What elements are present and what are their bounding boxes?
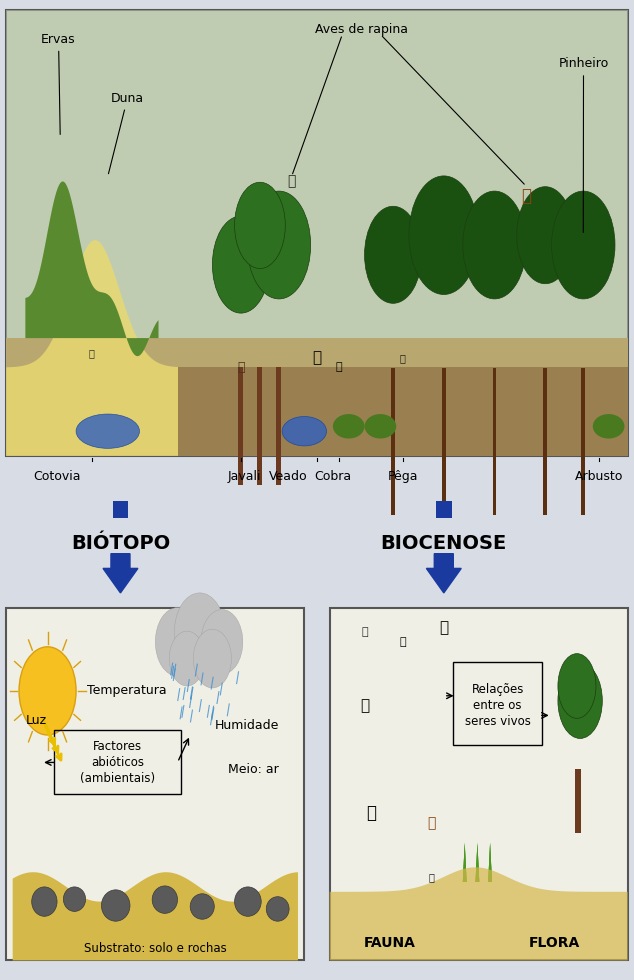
Ellipse shape <box>235 887 261 916</box>
Circle shape <box>174 593 225 671</box>
Ellipse shape <box>517 186 574 284</box>
Polygon shape <box>463 843 467 882</box>
Bar <box>436 502 451 518</box>
Text: Pêga: Pêga <box>387 470 418 483</box>
Ellipse shape <box>365 207 422 304</box>
Ellipse shape <box>409 176 479 294</box>
Ellipse shape <box>365 414 396 438</box>
Text: Luz: Luz <box>25 713 46 727</box>
FancyBboxPatch shape <box>6 10 628 456</box>
Text: 🦅: 🦅 <box>287 174 296 188</box>
Text: BIÓTOPO: BIÓTOPO <box>71 534 170 554</box>
Polygon shape <box>488 843 492 882</box>
Text: 🦅: 🦅 <box>427 816 436 830</box>
FancyBboxPatch shape <box>6 338 628 456</box>
Text: 🦅: 🦅 <box>439 619 448 635</box>
Bar <box>391 368 395 514</box>
FancyBboxPatch shape <box>330 608 628 960</box>
Bar <box>442 368 446 514</box>
Text: Duna: Duna <box>108 91 144 173</box>
Ellipse shape <box>63 887 86 911</box>
Text: 🐗: 🐗 <box>237 361 245 374</box>
Ellipse shape <box>212 217 269 314</box>
Ellipse shape <box>101 890 130 921</box>
Text: Javali: Javali <box>228 470 261 483</box>
Bar <box>581 368 585 514</box>
Text: 🐍: 🐍 <box>336 363 342 372</box>
Circle shape <box>155 608 200 676</box>
Polygon shape <box>476 843 479 882</box>
Polygon shape <box>476 843 479 882</box>
Text: 🐦: 🐦 <box>89 348 95 358</box>
Bar <box>238 368 243 485</box>
Bar <box>543 368 547 514</box>
Text: Arbusto: Arbusto <box>575 470 623 483</box>
Text: 🐦: 🐦 <box>428 872 434 882</box>
Polygon shape <box>463 843 467 882</box>
Text: 🦌: 🦌 <box>366 805 376 822</box>
Text: 🐍: 🐍 <box>399 637 406 647</box>
Text: FAUNA: FAUNA <box>364 936 416 950</box>
Ellipse shape <box>190 894 214 919</box>
Circle shape <box>19 647 76 735</box>
Text: 🦅: 🦅 <box>521 187 531 205</box>
Ellipse shape <box>235 182 285 269</box>
FancyArrow shape <box>103 554 138 593</box>
Text: 🐦: 🐦 <box>399 353 406 363</box>
Polygon shape <box>463 843 467 882</box>
Bar <box>113 502 128 518</box>
Text: Humidade: Humidade <box>214 718 279 732</box>
Ellipse shape <box>558 654 596 718</box>
Ellipse shape <box>32 887 57 916</box>
Ellipse shape <box>152 886 178 913</box>
Circle shape <box>169 631 205 686</box>
Text: BIOCENOSE: BIOCENOSE <box>380 534 507 554</box>
Text: Relações
entre os
seres vivos: Relações entre os seres vivos <box>465 683 531 728</box>
Text: Substrato: solo e rochas: Substrato: solo e rochas <box>84 942 227 956</box>
Circle shape <box>193 629 231 688</box>
Bar <box>576 769 581 833</box>
Ellipse shape <box>282 416 327 446</box>
FancyBboxPatch shape <box>6 608 304 960</box>
Ellipse shape <box>333 414 365 438</box>
Text: Veado: Veado <box>269 470 307 483</box>
FancyArrow shape <box>426 554 461 593</box>
Text: Factores
abióticos
(ambientais): Factores abióticos (ambientais) <box>80 740 155 785</box>
Text: 🦌: 🦌 <box>313 350 321 366</box>
Text: Meio: ar: Meio: ar <box>228 762 279 776</box>
Text: FLORA: FLORA <box>529 936 580 950</box>
Ellipse shape <box>593 414 624 438</box>
Bar <box>276 368 281 485</box>
Polygon shape <box>488 843 492 882</box>
Bar <box>493 368 496 514</box>
FancyBboxPatch shape <box>178 368 628 456</box>
Polygon shape <box>6 240 241 456</box>
Text: Pinheiro: Pinheiro <box>559 57 609 232</box>
Polygon shape <box>25 181 158 356</box>
Text: Temperatura: Temperatura <box>87 684 167 698</box>
Polygon shape <box>330 867 628 960</box>
Bar <box>257 368 262 485</box>
FancyBboxPatch shape <box>6 10 628 456</box>
Ellipse shape <box>463 191 526 299</box>
Text: Cobra: Cobra <box>314 470 351 483</box>
Text: Ervas: Ervas <box>41 32 76 134</box>
Ellipse shape <box>247 191 311 299</box>
Ellipse shape <box>76 414 139 449</box>
Text: Aves de rapina: Aves de rapina <box>315 23 408 36</box>
Ellipse shape <box>266 897 289 921</box>
Circle shape <box>201 610 243 674</box>
Ellipse shape <box>552 191 615 299</box>
Text: 🐗: 🐗 <box>360 698 369 713</box>
Polygon shape <box>476 843 479 882</box>
Polygon shape <box>488 843 492 882</box>
Ellipse shape <box>558 662 602 739</box>
Polygon shape <box>13 872 298 960</box>
Text: 🐦: 🐦 <box>361 627 368 637</box>
Text: Cotovia: Cotovia <box>34 470 81 483</box>
